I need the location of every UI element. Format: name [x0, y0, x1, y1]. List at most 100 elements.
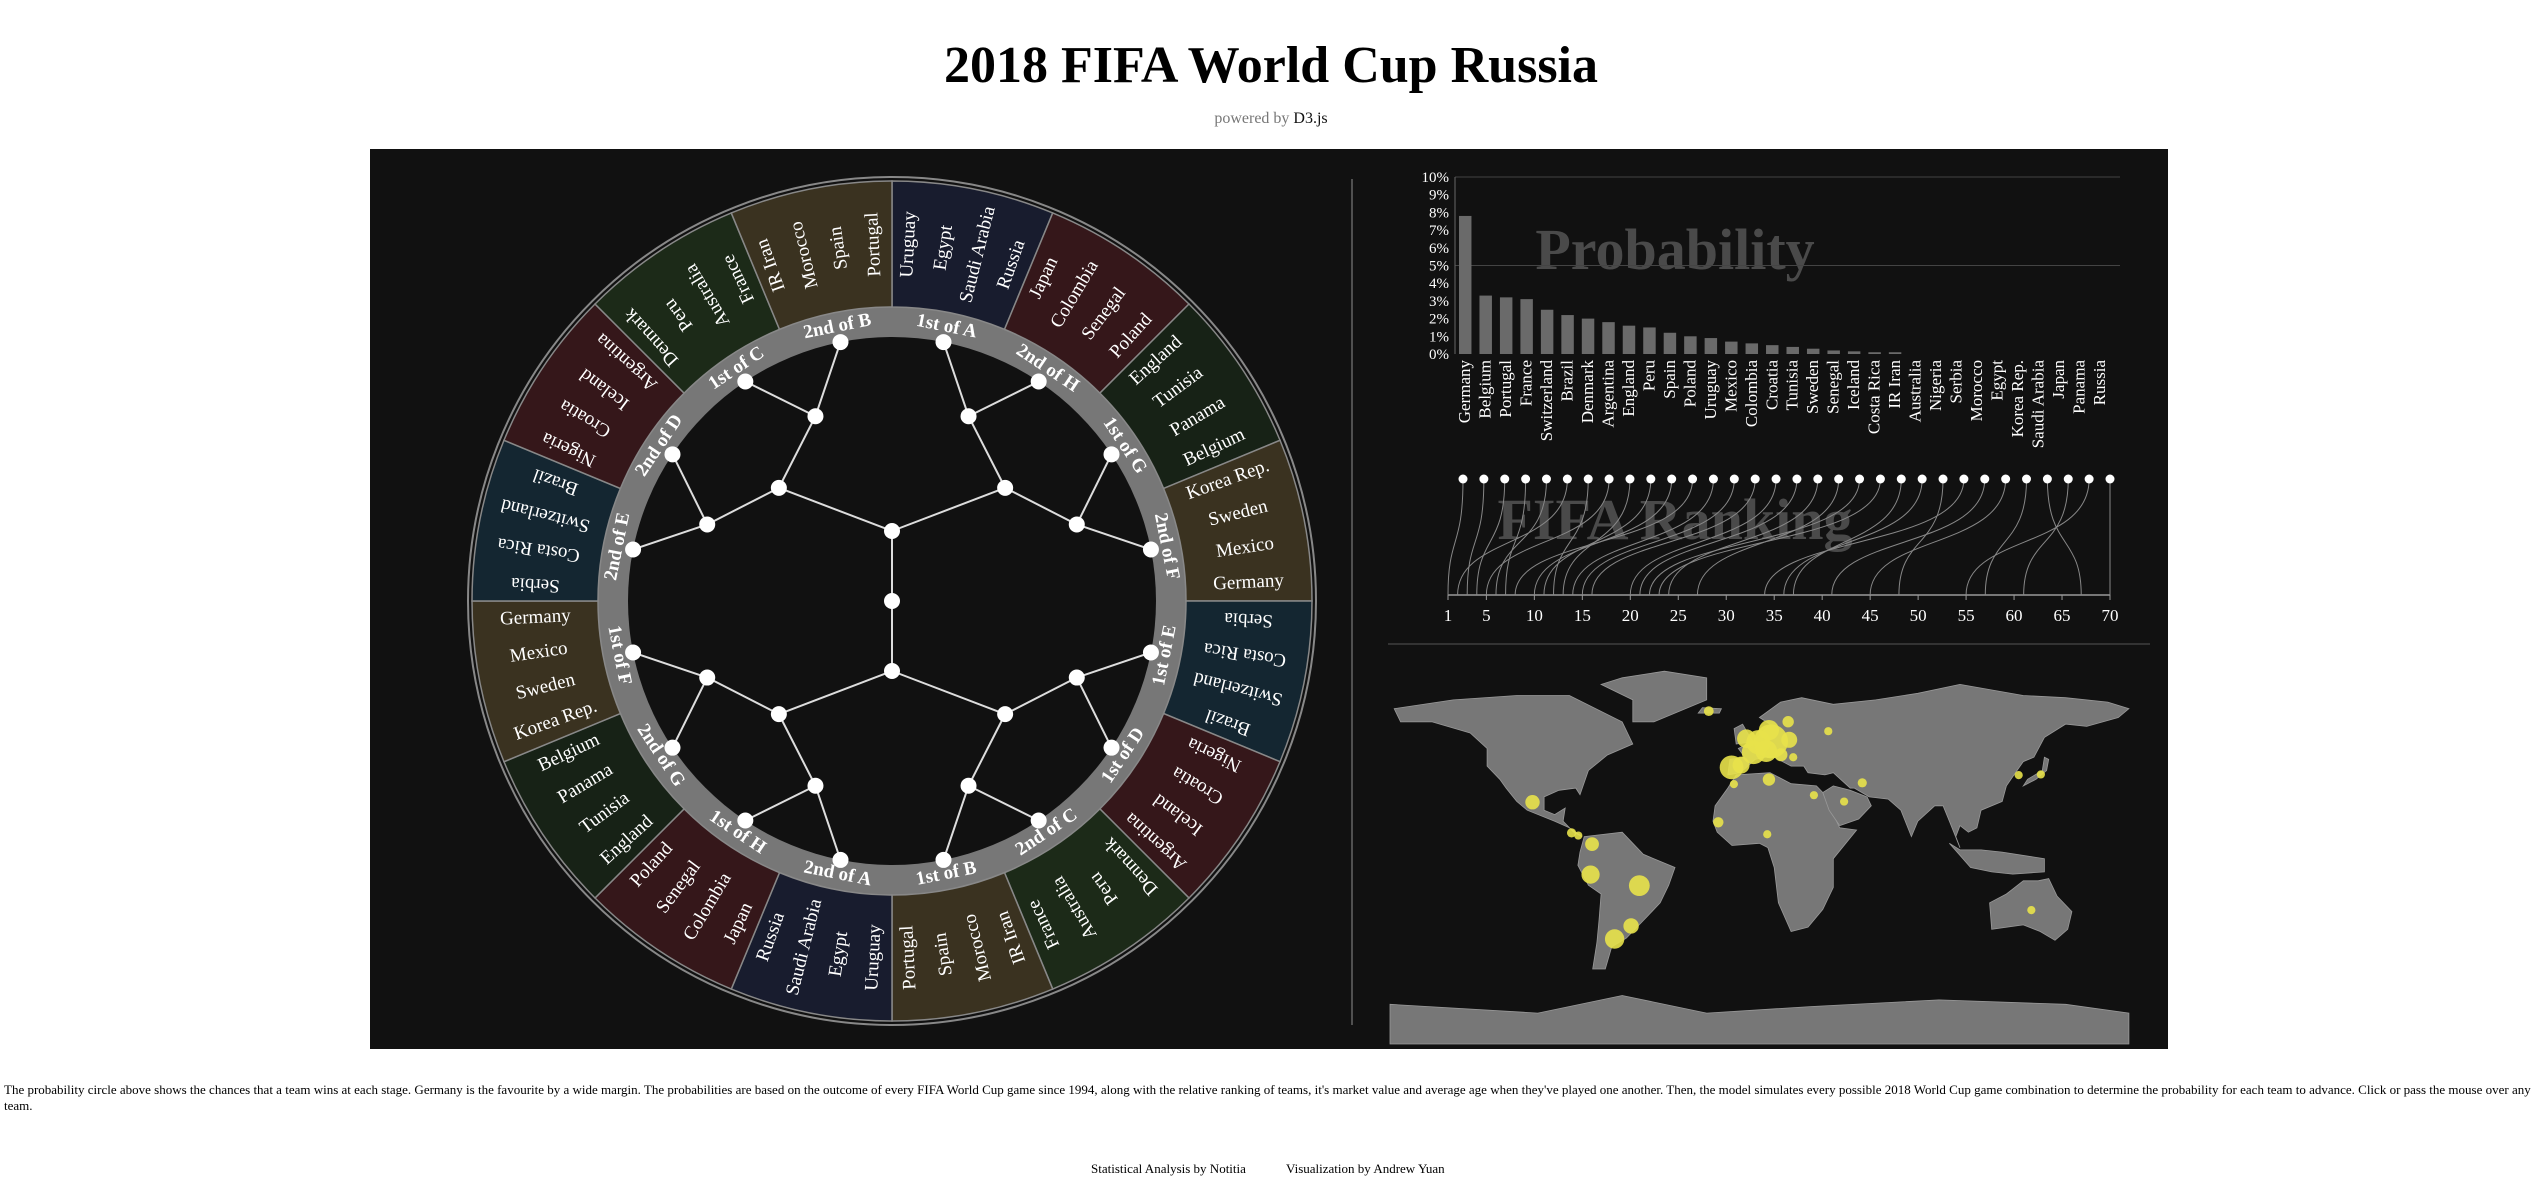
bracket-node[interactable] — [997, 479, 1014, 496]
rank-dot-morocco[interactable] — [1980, 474, 1990, 484]
rank-dot-costa-rica[interactable] — [1875, 474, 1885, 484]
bracket-node[interactable] — [1142, 644, 1159, 661]
bracket-node[interactable] — [832, 851, 849, 868]
bar-sweden[interactable] — [1806, 348, 1820, 354]
rank-dot-saudi-arabia[interactable] — [2042, 474, 2052, 484]
team-label[interactable]: Serbia — [1223, 608, 1273, 631]
bar-spain[interactable] — [1663, 332, 1677, 354]
rank-dot-belgium[interactable] — [1479, 474, 1489, 484]
team-label[interactable]: Portugal — [896, 925, 920, 990]
map-point-japan[interactable] — [2036, 770, 2045, 779]
rank-line-uruguay[interactable] — [1572, 478, 1714, 596]
rank-dot-mexico[interactable] — [1729, 474, 1739, 484]
rank-dot-uruguay[interactable] — [1708, 474, 1718, 484]
rank-line-belgium[interactable] — [1466, 478, 1485, 596]
bracket-node[interactable] — [960, 777, 977, 794]
map-point-denmark[interactable] — [1758, 720, 1780, 741]
rank-dot-switzerland[interactable] — [1541, 474, 1551, 484]
map-point-poland[interactable] — [1781, 731, 1798, 748]
rank-dot-portugal[interactable] — [1500, 474, 1510, 484]
map-point-colombia[interactable] — [1585, 837, 1599, 852]
bracket-node[interactable] — [1103, 446, 1120, 463]
rank-line-australia[interactable] — [1783, 478, 1923, 596]
map-point-morocco[interactable] — [1729, 780, 1738, 789]
bracket-node[interactable] — [699, 669, 716, 686]
bar-denmark[interactable] — [1581, 318, 1595, 354]
team-label[interactable]: Portugal — [861, 212, 885, 277]
map-point-australia[interactable] — [2027, 906, 2036, 915]
rank-dot-japan[interactable] — [2063, 474, 2073, 484]
bracket-node[interactable] — [737, 812, 754, 829]
rank-dot-poland[interactable] — [1688, 474, 1698, 484]
map-point-russia[interactable] — [1824, 727, 1833, 736]
rank-line-saudi-arabia[interactable] — [2046, 478, 2082, 596]
rank-line-croatia[interactable] — [1629, 478, 1777, 596]
bar-peru[interactable] — [1643, 327, 1656, 354]
bracket-node[interactable] — [737, 373, 754, 390]
rank-line-tunisia[interactable] — [1639, 478, 1798, 596]
bracket-node[interactable] — [807, 777, 824, 794]
map-point-saudi-arabia[interactable] — [1840, 797, 1849, 806]
team-label[interactable]: Germany — [1213, 570, 1285, 594]
rank-dot-australia[interactable] — [1917, 474, 1927, 484]
rank-dot-panama[interactable] — [2084, 474, 2094, 484]
team-label[interactable]: Uruguay — [896, 210, 920, 278]
rank-line-denmark[interactable] — [1553, 478, 1589, 596]
rank-line-nigeria[interactable] — [1898, 478, 1944, 596]
bar-mexico[interactable] — [1725, 341, 1738, 354]
bar-belgium[interactable] — [1479, 295, 1492, 354]
bar-germany[interactable] — [1459, 215, 1472, 354]
bar-iceland[interactable] — [1847, 351, 1861, 354]
bracket-node[interactable] — [699, 516, 716, 533]
rank-dot-germany[interactable] — [1458, 474, 1468, 484]
rank-line-korea-rep[interactable] — [1984, 478, 2028, 596]
rank-line-sweden[interactable] — [1668, 478, 1819, 596]
credit-statistics[interactable]: Statistical Analysis by Notitia — [1091, 1161, 1246, 1176]
rank-dot-england[interactable] — [1625, 474, 1635, 484]
bar-costa-rica[interactable] — [1868, 352, 1881, 354]
bracket-node[interactable] — [935, 851, 952, 868]
bracket-node[interactable] — [960, 408, 977, 425]
segment-wedge[interactable] — [730, 180, 893, 331]
rank-dot-korea-rep[interactable] — [2022, 474, 2032, 484]
bracket-node[interactable] — [625, 644, 642, 661]
map-point-costa-rica[interactable] — [1566, 828, 1577, 838]
map-point-spain[interactable] — [1732, 756, 1750, 774]
map-point-iceland[interactable] — [1703, 706, 1714, 717]
rank-line-poland[interactable] — [1514, 478, 1694, 596]
map-point-croatia[interactable] — [1774, 748, 1788, 762]
map-point-panama[interactable] — [1574, 831, 1583, 840]
rank-dot-serbia[interactable] — [1959, 474, 1969, 484]
rank-line-brazil[interactable] — [1457, 478, 1568, 596]
bar-colombia[interactable] — [1745, 343, 1759, 354]
bracket-node[interactable] — [664, 446, 681, 463]
rank-line-argentina[interactable] — [1485, 478, 1610, 596]
map-point-ir-iran[interactable] — [1857, 778, 1867, 788]
bracket-node[interactable] — [1103, 739, 1120, 756]
rank-dot-iceland[interactable] — [1855, 474, 1865, 484]
rank-dot-russia[interactable] — [2105, 474, 2115, 484]
rank-line-germany[interactable] — [1447, 478, 1464, 596]
rank-line-serbia[interactable] — [1764, 478, 1965, 596]
rank-line-mexico[interactable] — [1581, 478, 1735, 596]
rank-line-colombia[interactable] — [1591, 478, 1756, 596]
map-point-argentina[interactable] — [1604, 929, 1625, 949]
rank-dot-brazil[interactable] — [1562, 474, 1572, 484]
team-label[interactable]: Germany — [500, 605, 572, 629]
map-point-nigeria[interactable] — [1763, 830, 1772, 839]
rank-line-panama[interactable] — [1965, 478, 2090, 596]
bracket-node[interactable] — [770, 479, 787, 496]
bar-uruguay[interactable] — [1704, 338, 1718, 354]
rank-dot-colombia[interactable] — [1750, 474, 1760, 484]
rank-dot-spain[interactable] — [1667, 474, 1677, 484]
rank-dot-ir-iran[interactable] — [1896, 474, 1906, 484]
rank-line-iceland[interactable] — [1648, 478, 1861, 596]
bracket-node[interactable] — [935, 334, 952, 351]
